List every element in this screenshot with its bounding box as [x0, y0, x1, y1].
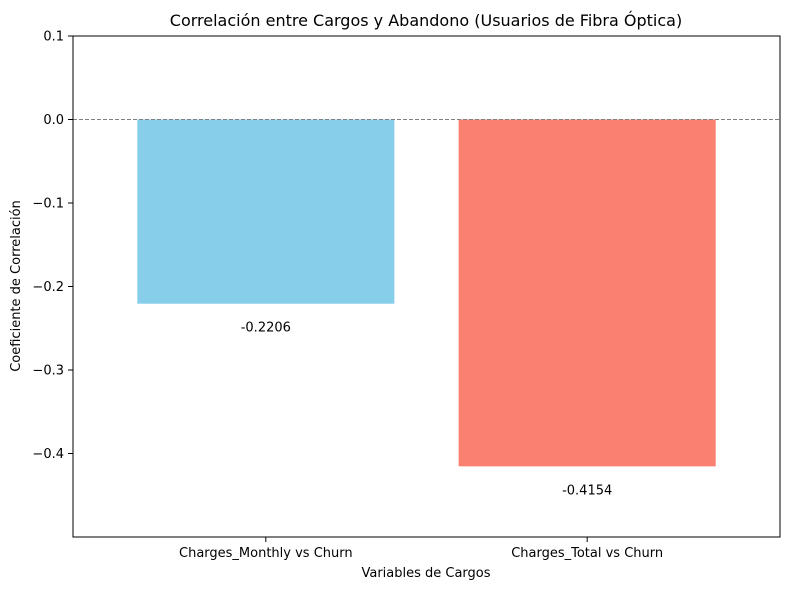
bars-layer [137, 119, 716, 467]
plot-area-frame [72, 35, 781, 538]
chart-title: Correlación entre Cargos y Abandono (Usu… [170, 11, 682, 30]
bar-value-label-2: -0.4154 [562, 483, 612, 498]
y-tick-label: 0.1 [43, 30, 64, 45]
x-tick-label: Charges_Total vs Churn [511, 546, 663, 561]
y-axis-label: Coeficiente de Correlación [9, 200, 24, 372]
y-tick-label: −0.2 [32, 280, 64, 295]
data-labels-layer: -0.2206 -0.4154 [241, 321, 613, 499]
y-tick-label: −0.1 [32, 197, 64, 212]
x-axis-ticks: Charges_Monthly vs Churn Charges_Total vs… [179, 537, 663, 561]
y-axis-ticks: 0.1 0.0 −0.1 −0.2 −0.3 −0.4 [32, 30, 73, 462]
bar-1 [137, 119, 395, 304]
bar-value-label-1: -0.2206 [241, 321, 291, 336]
y-tick-label: −0.3 [32, 364, 64, 379]
y-tick-label: −0.4 [32, 447, 64, 462]
x-tick-label: Charges_Monthly vs Churn [179, 546, 353, 561]
x-axis-label: Variables de Cargos [361, 566, 490, 581]
bar-2 [458, 119, 716, 467]
y-tick-label: 0.0 [43, 113, 64, 128]
